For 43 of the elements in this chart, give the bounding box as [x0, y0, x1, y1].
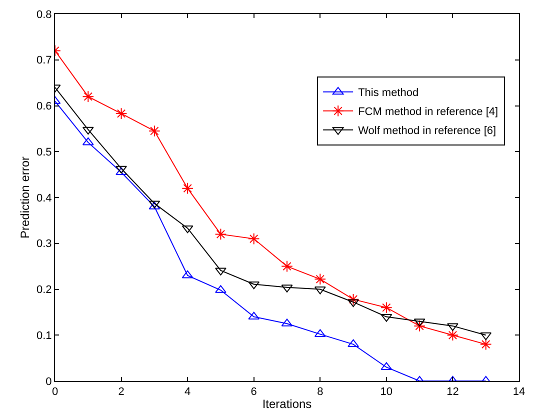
y-tick-label: 0.6 [36, 100, 52, 113]
y-tick-label: 0.2 [36, 284, 52, 296]
x-tick-label: 8 [317, 386, 324, 398]
x-tick-label: 12 [446, 386, 459, 398]
y-tick-label: 0.3 [36, 238, 52, 250]
y-tick-label: 0 [46, 376, 52, 388]
legend-label: Wolf method in reference [6] [358, 125, 496, 138]
point [182, 182, 194, 194]
point [182, 225, 194, 234]
y-tick-label: 0.4 [36, 192, 52, 204]
y-tick-label: 0.1 [36, 330, 52, 342]
point [82, 126, 94, 135]
x-tick-label: 6 [250, 386, 257, 398]
x-tick-label: 10 [380, 386, 393, 398]
y-axis-title: Prediction error [18, 156, 32, 239]
y-tick-label: 0.8 [36, 8, 52, 21]
point [414, 320, 426, 332]
x-axis-title: Iterations [262, 397, 312, 412]
x-tick-label: 2 [118, 386, 124, 398]
point [281, 260, 293, 272]
point [446, 329, 459, 342]
x-tick-label: 14 [512, 386, 526, 398]
y-tick-label: 0.5 [36, 146, 52, 158]
point [314, 273, 326, 286]
point [248, 281, 260, 290]
point [214, 228, 227, 240]
legend-label: This method [358, 87, 419, 100]
point [347, 293, 360, 306]
point [82, 137, 94, 146]
point [248, 232, 260, 245]
point [480, 332, 492, 340]
point [348, 339, 359, 348]
point [148, 125, 160, 137]
point [182, 270, 194, 278]
point [480, 338, 492, 350]
point [82, 90, 94, 102]
point [348, 299, 359, 308]
point [248, 312, 260, 320]
point [380, 302, 392, 314]
legend-label: FCM method in reference [4] [358, 106, 498, 118]
x-tick-label: 4 [184, 386, 191, 398]
y-tick-label: 0.7 [36, 54, 52, 67]
point [115, 108, 128, 120]
